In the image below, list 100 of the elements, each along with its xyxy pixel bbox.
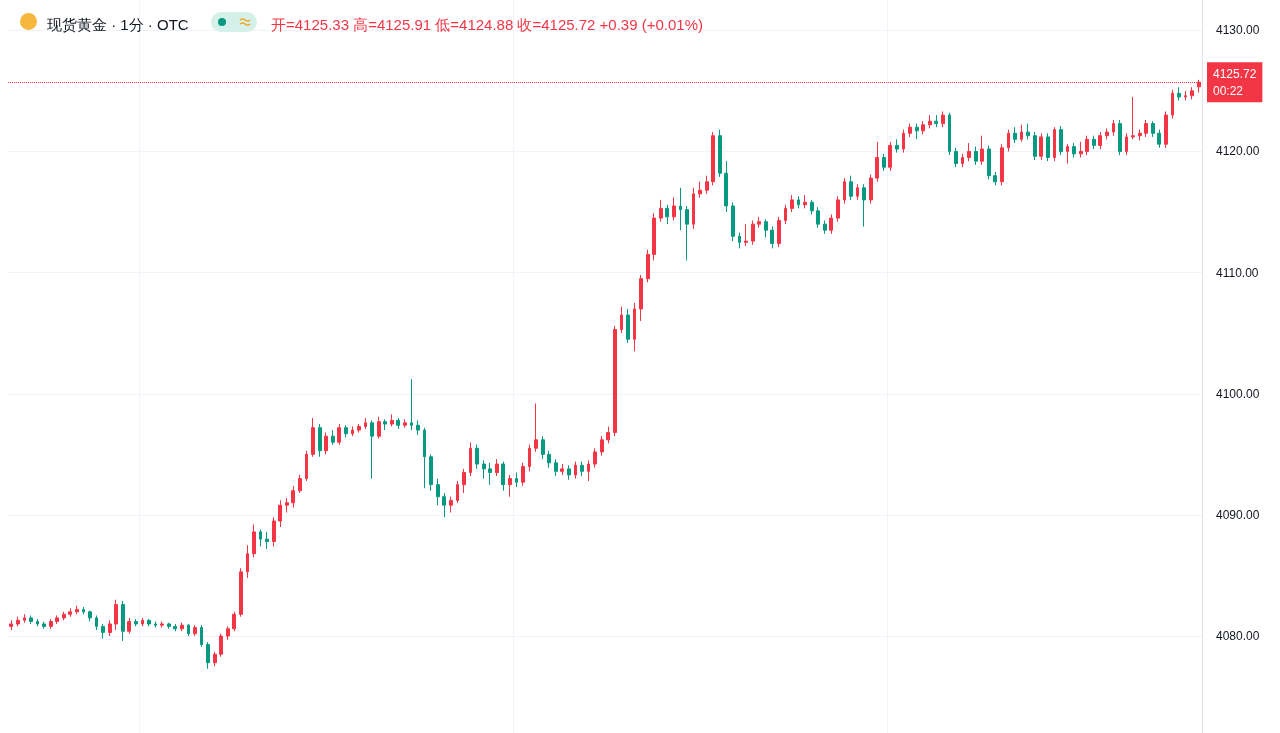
candlestick (396, 417, 400, 430)
candlestick (456, 480, 459, 504)
candlestick (882, 153, 886, 172)
candlestick (856, 183, 859, 201)
candlestick (370, 419, 374, 480)
candlestick (1177, 86, 1181, 102)
candlestick (449, 496, 453, 513)
candlestick (127, 617, 131, 635)
candlestick (462, 468, 466, 494)
candlestick (698, 181, 702, 198)
candlestick (1013, 126, 1017, 144)
text: 现货黄金 · 1分 · OTC (47, 16, 189, 33)
candlestick (567, 464, 571, 481)
candlestick (633, 302, 636, 352)
candlestick (311, 417, 315, 458)
candlestick (810, 199, 814, 215)
candlestick (718, 129, 722, 178)
candlestick (1039, 132, 1043, 161)
candlestick (1026, 123, 1030, 140)
candlestick (442, 492, 446, 518)
candlestick (351, 425, 354, 437)
candlestick (948, 112, 951, 156)
candlestick (383, 418, 387, 431)
candlestick (1053, 126, 1056, 162)
candlestick (1171, 89, 1174, 120)
candlestick (757, 216, 761, 229)
candlestick (560, 463, 564, 476)
candlestick (298, 474, 302, 494)
candlestick (278, 499, 282, 528)
candlestick (685, 205, 689, 261)
candlestick (1085, 135, 1089, 156)
candlestick (620, 306, 623, 334)
candlestick (68, 607, 72, 618)
candlestick (528, 444, 531, 472)
candlestick (167, 622, 171, 630)
candlestick (377, 416, 381, 440)
candlestick (9, 619, 13, 631)
candlestick (751, 220, 755, 246)
candlestick (193, 624, 197, 637)
candlestick (724, 160, 728, 213)
candlestick (1033, 131, 1037, 161)
candlestick (232, 611, 236, 632)
candlestick (121, 600, 125, 642)
candlestick (731, 201, 735, 242)
candlestick (823, 220, 827, 235)
text: 开=4125.33 高=4125.91 低=4124.88 收=4125.72 +0.39 (+0.01%) (271, 16, 703, 33)
candlestick (711, 131, 715, 186)
candlestick (187, 623, 190, 637)
candlestick (574, 461, 577, 480)
y-tick-label: 4080.00 (1216, 629, 1260, 644)
candlestick (1190, 86, 1194, 100)
candlestick (1079, 141, 1083, 158)
candlestick (993, 171, 997, 186)
candlestick (1046, 132, 1050, 162)
candlestick (337, 423, 341, 446)
candlestick (226, 625, 230, 641)
candlestick (764, 218, 768, 238)
candlestick (954, 147, 958, 168)
candlestick (895, 138, 899, 154)
candlestick (331, 429, 335, 446)
y-tick-label: 4110.00 (1216, 265, 1259, 280)
candlestick (495, 458, 499, 477)
candlestick (554, 458, 558, 477)
candlestick (1138, 129, 1142, 142)
candlestick (23, 613, 26, 624)
candlestick (469, 441, 472, 477)
candlestick (705, 175, 709, 195)
candlestick (770, 226, 774, 249)
candlestick (285, 497, 289, 513)
candlestick (862, 183, 866, 228)
candlestick (114, 599, 118, 631)
candlestick (515, 472, 518, 488)
candlestick (1098, 131, 1102, 150)
candlestick (1072, 142, 1076, 158)
y-tick-label: 4130.00 (1216, 23, 1260, 38)
candlestick (606, 425, 610, 444)
candlestick (790, 194, 794, 213)
candlestick (436, 478, 440, 506)
candlestick (915, 123, 919, 140)
candlestick (1125, 132, 1128, 156)
candlestick (1151, 120, 1155, 138)
candlestick (252, 524, 256, 558)
candlestick (141, 617, 144, 627)
y-tick-label: 4120.00 (1216, 144, 1260, 159)
candlestick (246, 544, 249, 579)
candlestick (364, 417, 367, 430)
candlestick (1007, 129, 1010, 152)
candlestick (62, 611, 66, 621)
candlestick (888, 141, 892, 172)
candlestick (259, 528, 262, 547)
candlestick (1020, 124, 1023, 143)
candlestick (521, 462, 525, 487)
candlestick (1118, 119, 1122, 156)
candlestick (42, 621, 46, 630)
candlestick (679, 187, 682, 231)
candlestick (1157, 129, 1161, 149)
candlestick (875, 141, 879, 183)
candlestick (672, 196, 676, 222)
candlestick (180, 622, 184, 632)
y-tick-label: 4090.00 (1216, 507, 1260, 522)
